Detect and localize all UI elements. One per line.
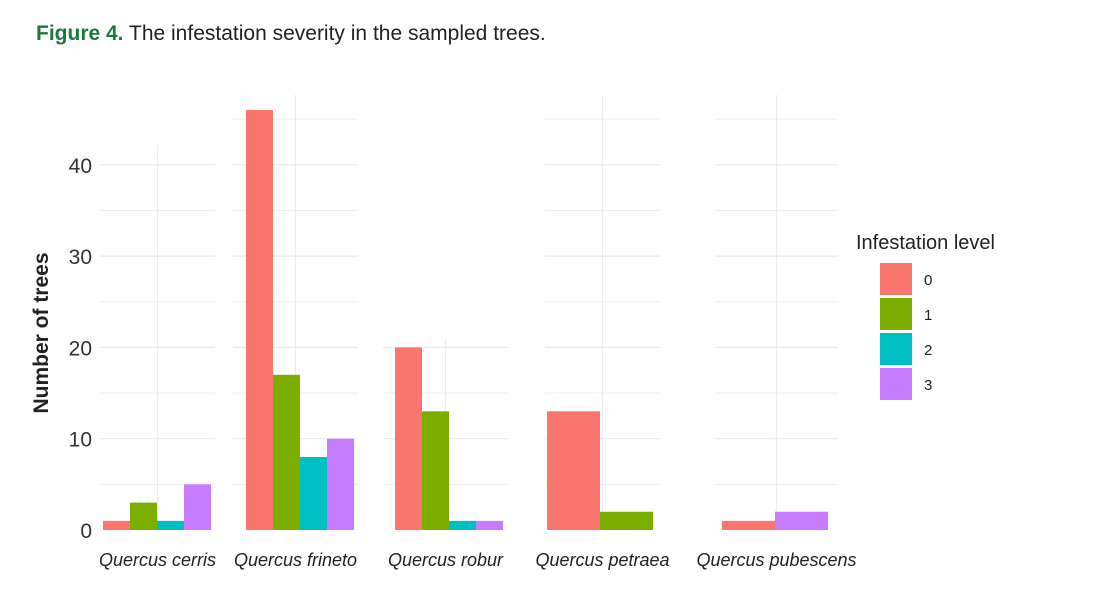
bar [327, 438, 354, 530]
y-tick-label: 40 [69, 155, 92, 178]
figure-caption-text: The infestation severity in the sampled … [129, 22, 546, 45]
bar [600, 511, 653, 530]
x-tick-label: Quercus robur [388, 550, 504, 570]
bar [476, 520, 503, 530]
figure-number: Figure 4. [36, 22, 124, 45]
x-tick-label: Quercus frineto [234, 550, 357, 570]
bar [184, 484, 211, 530]
bar [246, 110, 273, 531]
x-tick-label: Quercus pubescens [696, 550, 856, 570]
bar [395, 347, 422, 530]
y-tick-label: 0 [80, 520, 92, 543]
bar [273, 374, 300, 530]
x-tick-label: Quercus petraea [535, 550, 669, 570]
legend-key [880, 263, 912, 295]
legend-key [880, 368, 912, 400]
bar [547, 411, 600, 530]
figure-caption: Figure 4. The infestation severity in th… [36, 22, 546, 46]
legend-key [880, 298, 912, 330]
bar [722, 520, 775, 530]
bar [449, 520, 476, 530]
y-tick-label: 20 [69, 337, 92, 360]
y-tick-label: 10 [69, 429, 92, 452]
bar [775, 511, 828, 530]
legend-label: 0 [924, 272, 932, 289]
legend-title: Infestation level [856, 232, 995, 254]
bar [130, 502, 157, 530]
y-tick-label: 30 [69, 246, 92, 269]
legend-label: 3 [924, 377, 932, 394]
bar [422, 411, 449, 530]
x-tick-label: Quercus cerris [99, 550, 216, 570]
bar [300, 456, 327, 530]
y-axis-title: Number of trees [30, 252, 53, 413]
bar [157, 520, 184, 530]
bar [103, 520, 130, 530]
legend-label: 1 [924, 307, 932, 324]
legend-key [880, 333, 912, 365]
legend-label: 2 [924, 342, 932, 359]
